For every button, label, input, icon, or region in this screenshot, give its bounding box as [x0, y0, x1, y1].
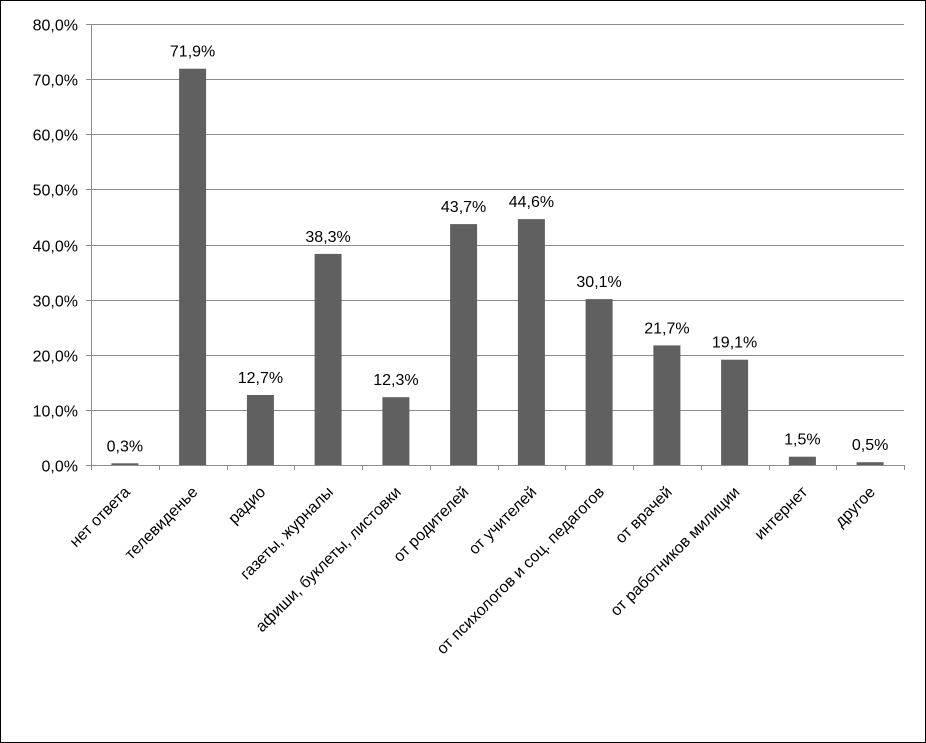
x-category-label: радио	[225, 484, 269, 528]
x-category-label: другое	[832, 484, 879, 531]
data-label: 43,7%	[441, 199, 486, 216]
x-category-label: нет ответа	[67, 484, 134, 551]
data-label: 0,5%	[852, 437, 888, 454]
x-category-label: от врачей	[612, 484, 675, 547]
y-tick-label: 70,0%	[33, 73, 78, 90]
y-tick-label: 10,0%	[33, 404, 78, 421]
y-tick-label: 40,0%	[33, 239, 78, 256]
data-label: 30,1%	[576, 274, 621, 291]
data-label: 1,5%	[784, 432, 820, 449]
data-label: 21,7%	[644, 320, 689, 337]
y-tick-label: 20,0%	[33, 349, 78, 366]
y-axis-tick-labels: 0,0% 10,0% 20,0% 30,0% 40,0% 50,0% 60,0% 70,0% 8…	[33, 18, 78, 476]
y-tick-label: 60,0%	[33, 128, 78, 145]
y-tick-label: 30,0%	[33, 294, 78, 311]
bar	[382, 397, 410, 465]
bar	[788, 456, 816, 465]
data-label: 19,1%	[712, 335, 757, 352]
x-category-label: афиши, буклеты, листовки	[253, 484, 405, 636]
y-tick-label: 80,0%	[33, 18, 78, 35]
axes	[86, 24, 905, 470]
x-category-label: от учителей	[466, 484, 540, 558]
bar	[585, 299, 613, 465]
bar	[179, 68, 207, 465]
data-label: 12,3%	[373, 372, 418, 389]
y-tick-label: 0,0%	[42, 459, 78, 476]
y-tick-label: 50,0%	[33, 183, 78, 200]
bar	[517, 219, 545, 465]
bar	[450, 224, 478, 465]
bar	[653, 345, 681, 465]
bar	[856, 462, 884, 465]
data-label: 0,3%	[107, 438, 143, 455]
x-category-label: интернет	[752, 483, 812, 543]
gridlines	[91, 24, 904, 411]
data-label: 38,3%	[305, 229, 350, 246]
data-label: 44,6%	[509, 194, 554, 211]
x-category-label: телевиденье	[122, 484, 202, 564]
data-label: 71,9%	[170, 44, 215, 61]
bar	[246, 395, 274, 465]
bar	[111, 463, 139, 465]
data-label: 12,7%	[238, 370, 283, 387]
bar	[314, 253, 342, 465]
x-category-label: от работников милиции	[608, 484, 744, 620]
data-labels: 0,3% 71,9% 12,7% 38,3% 12,3% 43,7% 44,6% 30,1% 2…	[107, 44, 889, 456]
bars	[111, 68, 884, 465]
bar	[721, 359, 749, 465]
